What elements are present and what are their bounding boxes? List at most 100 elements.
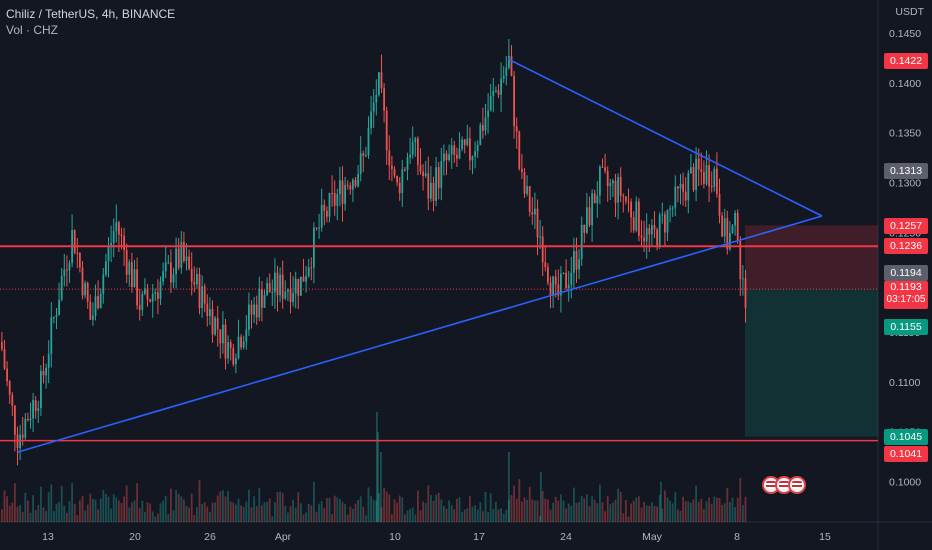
- volume-bar: [377, 432, 379, 522]
- volume-bar: [482, 511, 484, 522]
- current-price-label: 0.1193 03:17:05: [884, 281, 928, 309]
- candle-body: [211, 309, 214, 335]
- volume-bar: [422, 501, 424, 522]
- volume-bar: [599, 484, 601, 522]
- price-tick-label: 0.1450: [889, 28, 921, 40]
- candle-body: [310, 267, 313, 269]
- time-tick-label: 26: [204, 531, 216, 543]
- volume-bar: [27, 500, 29, 522]
- volume-bar: [339, 499, 341, 522]
- candle-body: [536, 208, 539, 238]
- candle-body: [125, 250, 128, 275]
- candle-body: [671, 207, 674, 209]
- candle-body: [523, 172, 526, 194]
- candle-body: [120, 234, 123, 237]
- candle-body: [398, 182, 401, 194]
- volume-bar: [92, 498, 94, 522]
- volume-bar: [383, 487, 385, 522]
- candle-body: [209, 309, 211, 317]
- candle-body: [141, 293, 144, 310]
- candle-body: [248, 304, 250, 330]
- us-flag-icon[interactable]: [788, 476, 806, 494]
- candle-body: [445, 153, 448, 160]
- candle-body: [383, 88, 385, 111]
- volume-bar: [695, 485, 697, 522]
- candle-body: [50, 317, 53, 354]
- volume-bar: [726, 487, 729, 522]
- volume-bar: [471, 506, 474, 522]
- candle-body: [76, 252, 79, 254]
- candle-body: [297, 278, 300, 296]
- candle-body: [690, 167, 692, 174]
- volume-bar: [513, 485, 515, 522]
- volume-bar: [643, 501, 645, 522]
- candle-body: [357, 174, 359, 187]
- volume-bar: [193, 514, 196, 522]
- candle-body: [521, 168, 523, 173]
- candle-body: [37, 408, 40, 411]
- candle-body: [744, 278, 747, 308]
- volume-bar: [89, 493, 92, 522]
- volume-bar: [391, 514, 393, 522]
- candle-body: [29, 418, 32, 421]
- volume-bar: [183, 499, 185, 522]
- volume-bar: [432, 500, 435, 522]
- candle-body: [201, 286, 203, 309]
- volume-bar: [658, 494, 661, 522]
- candle-body: [27, 418, 29, 421]
- volume-bar: [123, 496, 125, 522]
- candle-body: [453, 145, 456, 155]
- candle-body: [703, 172, 705, 184]
- volume-bar: [567, 503, 570, 522]
- volume-bar: [554, 496, 557, 522]
- candle-body: [497, 90, 500, 95]
- volume-bar: [380, 507, 383, 522]
- candle-body: [515, 126, 518, 132]
- volume-bar: [541, 491, 544, 522]
- candle-body: [250, 304, 253, 315]
- candle-body: [6, 368, 8, 382]
- volume-bar: [328, 498, 331, 522]
- symbol-title[interactable]: Chiliz / TetherUS, 4h, BINANCE: [6, 7, 176, 21]
- volume-bar: [302, 514, 305, 522]
- volume-indicator-label[interactable]: Vol · CHZ: [6, 23, 59, 37]
- volume-bar: [539, 516, 541, 522]
- volume-bar: [224, 496, 227, 522]
- candle-body: [115, 222, 118, 232]
- volume-bar: [500, 508, 502, 522]
- volume-bar: [398, 495, 401, 522]
- volume-bar: [404, 514, 406, 522]
- volume-bar: [591, 496, 593, 522]
- volume-bar: [664, 490, 666, 522]
- price-tick-label: 0.1300: [889, 177, 921, 189]
- volume-bar: [245, 501, 248, 522]
- volume-bar: [240, 505, 242, 522]
- volume-bar: [73, 503, 76, 522]
- volume-bar: [401, 497, 404, 522]
- candle-body: [684, 191, 687, 201]
- volume-bar: [185, 505, 188, 522]
- candle-body: [58, 299, 60, 316]
- candle-body: [430, 182, 432, 199]
- volume-bar: [458, 497, 461, 522]
- candle-body: [560, 273, 562, 296]
- candle-body: [391, 165, 393, 170]
- candle-body: [336, 194, 339, 206]
- candle-body: [385, 110, 388, 151]
- candle-body: [367, 128, 370, 156]
- candle-body: [237, 336, 240, 359]
- volume-bar: [362, 506, 365, 522]
- volume-bar: [596, 503, 599, 522]
- candle-body: [271, 292, 274, 294]
- candle-body: [339, 180, 341, 195]
- volume-bar: [739, 477, 742, 522]
- volume-bar: [651, 502, 653, 522]
- candle-body: [432, 182, 435, 201]
- volume-bar: [271, 516, 274, 522]
- volume-bar: [456, 498, 458, 522]
- candle-body: [612, 180, 614, 184]
- time-tick-label: 15: [819, 531, 831, 543]
- volume-bar: [346, 514, 349, 522]
- candle-body: [736, 212, 739, 242]
